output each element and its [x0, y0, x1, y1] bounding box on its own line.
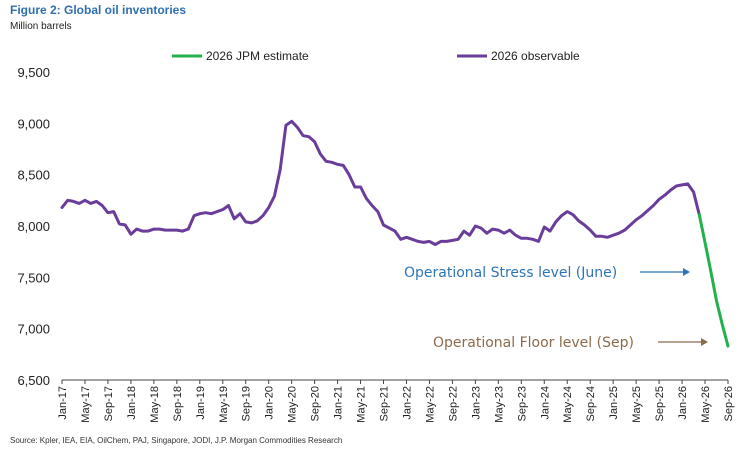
figure-title: Figure 2: Global oil inventories	[10, 3, 187, 17]
units-label: Million barrels	[10, 21, 72, 32]
x-tick-label: May-23	[493, 386, 505, 423]
series-lines	[60, 119, 730, 348]
x-tick-label: Jan-21	[333, 386, 345, 420]
x-tick-label: Jan-25	[608, 386, 620, 420]
series-line-2026-jpm-estimate	[697, 213, 730, 348]
y-tick-label: 8,500	[17, 168, 50, 183]
x-tick-label: May-26	[700, 386, 712, 423]
x-tick-label: Jan-19	[195, 386, 207, 420]
x-tick-label: Sep-25	[654, 386, 666, 421]
x-tick-label: Sep-21	[379, 386, 391, 421]
y-tick-label: 7,000	[17, 322, 50, 337]
x-tick-label: Sep-19	[241, 386, 253, 421]
x-axis: Jan-17 May-17 Sep-17 Jan-18 May-18 Sep-18 Jan-…	[57, 379, 735, 423]
y-tick-label: 9,500	[17, 65, 50, 80]
x-tick-label: May-21	[356, 386, 368, 423]
x-tick-label: Sep-23	[516, 386, 528, 421]
x-tick-label: Sep-22	[447, 386, 459, 421]
legend-label-2026-observable: 2026 observable	[491, 49, 580, 63]
y-tick-label: 9,000	[17, 116, 50, 131]
x-tick-label: Jan-20	[264, 386, 276, 420]
legend-label-2026-jpm-estimate: 2026 JPM estimate	[206, 49, 309, 63]
y-tick-label: 7,500	[17, 270, 50, 285]
annotation-label: Operational Stress level (June)	[404, 265, 617, 281]
x-tick-label: May-22	[424, 386, 436, 423]
x-tick-label: May-17	[80, 386, 92, 423]
x-tick-label: Sep-18	[172, 386, 184, 421]
x-tick-label: Sep-24	[585, 386, 597, 421]
x-tick-label: Jan-23	[470, 386, 482, 420]
y-axis: 6,500 7,000 7,500 8,000 8,500 9,000 9,500	[17, 65, 50, 388]
x-tick-label: Jan-24	[539, 386, 551, 420]
x-tick-label: May-19	[218, 386, 230, 423]
x-tick-label: Sep-17	[103, 386, 115, 421]
annotations: Operational Stress level (June) Operation…	[404, 265, 708, 351]
x-tick-label: Jan-17	[57, 386, 69, 420]
x-tick-label: May-18	[149, 386, 161, 423]
x-tick-label: Jan-22	[401, 386, 413, 420]
annotation-arrow-head	[701, 338, 708, 346]
chart-legend: 2026 JPM estimate 2026 observable	[172, 49, 580, 63]
annotation-label: Operational Floor level (Sep)	[433, 335, 634, 351]
x-tick-label: Sep-20	[310, 386, 322, 421]
series-line-2026-observable	[60, 119, 701, 246]
x-tick-label: Jan-18	[126, 386, 138, 420]
y-tick-label: 8,000	[17, 219, 50, 234]
x-tick-label: May-20	[287, 386, 299, 423]
annotation-arrow-head	[683, 268, 690, 276]
x-tick-label: Jan-26	[677, 386, 689, 420]
x-tick-label: May-25	[631, 386, 643, 423]
y-tick-label: 6,500	[17, 373, 50, 388]
x-tick-label: Sep-26	[723, 386, 735, 421]
source-note: Source: Kpler, IEA, EIA, OilChem, PAJ, S…	[10, 436, 343, 445]
x-tick-label: May-24	[562, 386, 574, 423]
